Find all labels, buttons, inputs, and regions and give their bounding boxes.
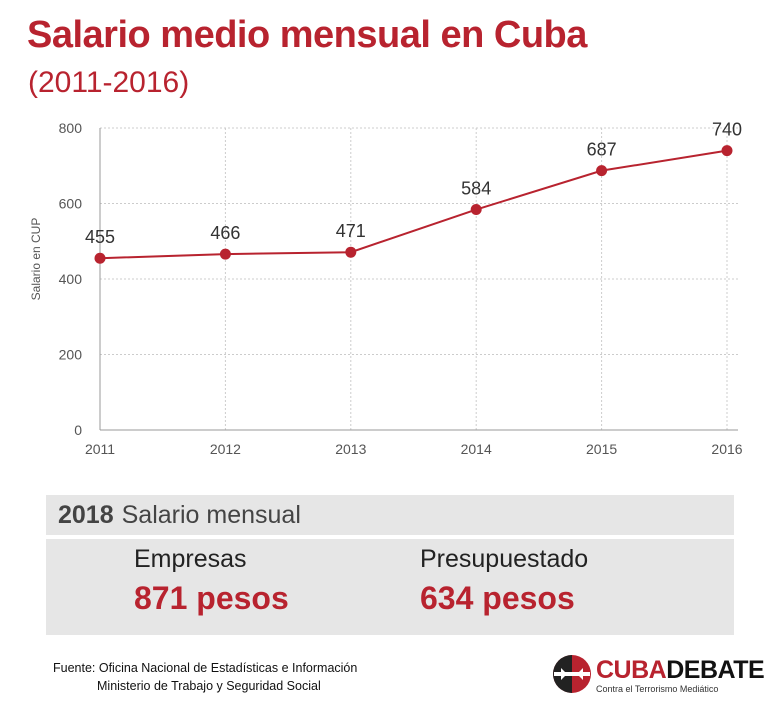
source-note: Fuente: Oficina Nacional de Estadísticas… <box>53 659 357 695</box>
stat-value: 871 pesos <box>134 580 289 616</box>
data-label: 466 <box>210 223 240 243</box>
stat-label: Presupuestado <box>420 545 589 573</box>
x-tick-label: 2016 <box>711 441 742 457</box>
data-label: 687 <box>587 140 617 160</box>
data-point <box>94 252 106 264</box>
stat-empresas: Empresas 871 pesos <box>134 545 289 617</box>
data-point <box>596 165 608 177</box>
x-tick-label: 2011 <box>85 441 115 457</box>
stat-label: Empresas <box>134 545 247 573</box>
x-tick-label: 2012 <box>210 441 241 457</box>
data-point <box>219 248 231 260</box>
data-label: 455 <box>85 227 115 247</box>
chart-title: Salario medio mensual en Cuba <box>27 14 587 56</box>
y-tick-label: 200 <box>59 347 83 363</box>
x-tick-label: 2013 <box>335 441 366 457</box>
summary-title: Salario mensual <box>121 500 301 529</box>
summary-header: 2018 Salario mensual <box>46 495 734 535</box>
x-tick-label: 2015 <box>586 441 617 457</box>
source-line-2: Ministerio de Trabajo y Seguridad Social <box>97 679 321 693</box>
cubadebate-logo-icon <box>553 655 591 693</box>
y-tick-label: 600 <box>59 196 83 212</box>
data-label: 740 <box>712 120 742 140</box>
logo-wordmark: CUBADEBATE <box>596 656 765 684</box>
cubadebate-logo: CUBADEBATE Contra el Terrorismo Mediátic… <box>552 654 765 698</box>
data-label: 471 <box>336 221 366 241</box>
summary-panel: Empresas 871 pesos Presupuestado 634 pes… <box>46 539 734 635</box>
y-tick-label: 400 <box>59 271 83 287</box>
source-line-1: Fuente: Oficina Nacional de Estadísticas… <box>53 661 358 675</box>
y-axis-title: Salario en CUP <box>29 218 43 301</box>
stat-value: 634 pesos <box>420 580 575 616</box>
y-tick-label: 800 <box>59 120 83 136</box>
summary-year: 2018 <box>58 500 114 529</box>
series-line <box>99 149 728 260</box>
chart-subtitle: (2011-2016) <box>28 66 190 99</box>
data-label: 584 <box>461 179 491 199</box>
y-tick-label: 0 <box>74 422 82 438</box>
data-point <box>470 204 482 216</box>
data-point <box>345 246 357 258</box>
data-point <box>721 145 733 157</box>
line-chart: 0 200 400 600 800 2011 2012 2013 2014 2015 2016 Sal… <box>29 120 743 457</box>
logo-tagline: Contra el Terrorismo Mediático <box>596 684 719 694</box>
stat-presupuestado: Presupuestado 634 pesos <box>420 545 588 617</box>
x-tick-label: 2014 <box>461 441 492 457</box>
